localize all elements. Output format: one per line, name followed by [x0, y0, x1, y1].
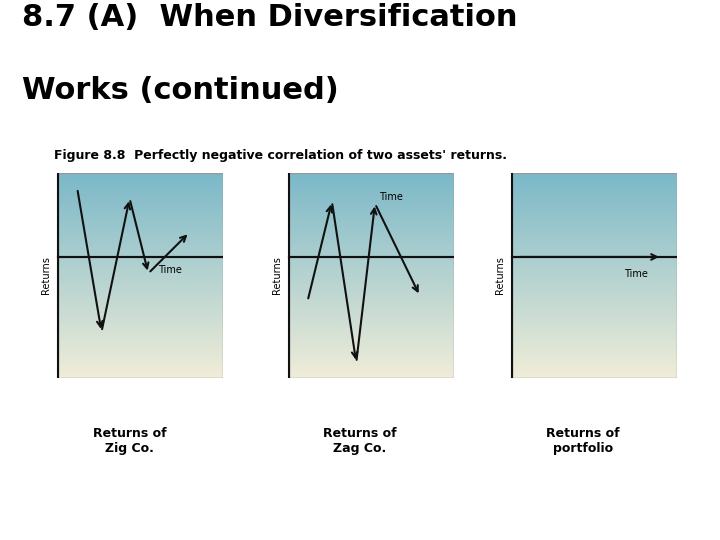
- Text: Returns of
Zag Co.: Returns of Zag Co.: [323, 427, 397, 455]
- Text: Time: Time: [624, 269, 648, 279]
- Text: Works (continued): Works (continued): [22, 76, 338, 105]
- Text: Returns: Returns: [271, 256, 282, 294]
- Text: Returns: Returns: [41, 256, 51, 294]
- Text: Returns of
Zig Co.: Returns of Zig Co.: [93, 427, 166, 455]
- Text: Time: Time: [379, 192, 402, 201]
- Text: Returns: Returns: [495, 256, 505, 294]
- Text: 8.7 (A)  When Diversification: 8.7 (A) When Diversification: [22, 3, 517, 32]
- Text: Figure 8.8  Perfectly negative correlation of two assets' returns.: Figure 8.8 Perfectly negative correlatio…: [54, 150, 507, 163]
- Text: Returns of
portfolio: Returns of portfolio: [546, 427, 620, 455]
- Text: Time: Time: [158, 265, 181, 275]
